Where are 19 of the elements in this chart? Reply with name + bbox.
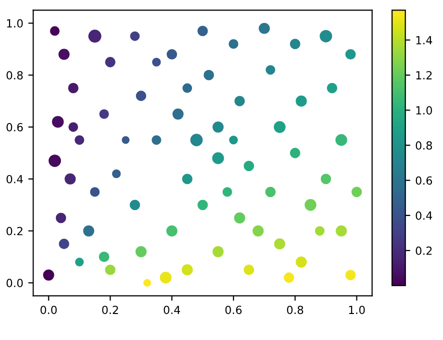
x-tick-label: 0.8 — [286, 306, 304, 314]
x-tick-label: 1.0 — [349, 306, 365, 314]
color-bar-label: 1.4 — [416, 36, 432, 44]
y-tick-label: 0.8 — [6, 71, 23, 80]
x-tick-label: 0.0 — [40, 306, 57, 314]
y-tick-label: 0.2 — [6, 226, 22, 236]
color-bar-label: 0.2 — [416, 246, 432, 255]
y-tick-label: 0.4 — [6, 174, 23, 184]
x-tick-label: 0.2 — [102, 306, 118, 314]
color-bar-label: 1.0 — [416, 106, 432, 115]
color-bar-label: 1.2 — [416, 71, 432, 80]
color-bar-label: 0.6 — [416, 176, 432, 185]
y-tick-label: 1.0 — [7, 19, 23, 28]
color-bar-label: 0.8 — [416, 141, 432, 150]
x-tick-label: 0.4 — [164, 306, 180, 314]
y-tick-label: 0.6 — [6, 123, 23, 132]
x-tick-label: 0.6 — [225, 306, 242, 314]
color-bar-label: 0.4 — [416, 211, 432, 220]
y-tick-label: 0.0 — [6, 278, 23, 288]
